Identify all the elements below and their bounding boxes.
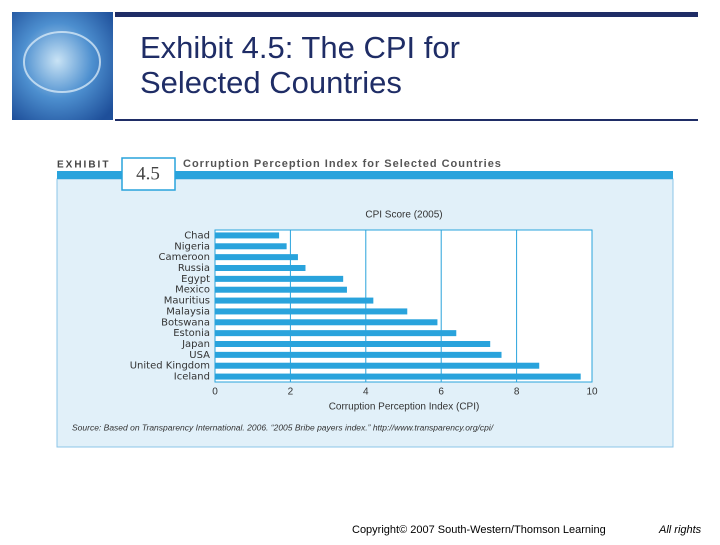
x-tick-label: 10 — [586, 387, 598, 398]
header-rule — [115, 119, 698, 121]
bar — [215, 373, 581, 380]
exhibit-number: 4.5 — [136, 163, 160, 184]
slide-title: Exhibit 4.5: The CPI for — [140, 30, 460, 65]
copyright: Copyright© 2007 South-Western/Thomson Le… — [352, 524, 606, 536]
bar — [215, 308, 408, 315]
bar — [215, 351, 502, 358]
y-tick-label: Nigeria — [174, 241, 210, 252]
y-tick-label: Botswana — [161, 317, 210, 328]
y-tick-label: Japan — [181, 339, 210, 350]
x-axis-label: Corruption Perception Index (CPI) — [329, 402, 480, 413]
bar — [215, 243, 287, 250]
chart-subtitle: CPI Score (2005) — [365, 210, 442, 221]
bar — [215, 297, 374, 304]
x-tick-label: 2 — [288, 387, 294, 398]
slide-title: Selected Countries — [140, 65, 402, 100]
bar — [215, 265, 306, 271]
bar — [215, 362, 540, 369]
exhibit-label: EXHIBIT — [57, 160, 110, 171]
x-tick-label: 0 — [212, 387, 218, 398]
chart-title: Corruption Perception Index for Selected… — [183, 158, 502, 170]
x-tick-label: 6 — [438, 387, 444, 398]
x-tick-label: 8 — [514, 387, 520, 398]
y-tick-label: Malaysia — [166, 306, 210, 317]
exhibit-number-box — [121, 157, 176, 191]
bar — [215, 275, 344, 282]
logo — [12, 12, 113, 120]
bar — [215, 341, 491, 347]
bar — [215, 254, 298, 261]
y-tick-label: Iceland — [174, 372, 210, 383]
rights: All rights — [658, 524, 702, 536]
y-tick-label: Mexico — [175, 285, 210, 296]
y-tick-label: United Kingdom — [130, 361, 210, 372]
bar — [215, 319, 438, 326]
bar — [215, 232, 280, 239]
plot-area — [214, 229, 593, 383]
y-tick-label: Cameroon — [159, 252, 210, 263]
y-tick-label: Egypt — [181, 274, 210, 285]
logo-swirl — [23, 31, 101, 93]
exhibit-band — [57, 171, 673, 179]
x-tick-label: 4 — [363, 387, 369, 398]
y-tick-label: Estonia — [173, 328, 210, 339]
bar — [215, 330, 457, 337]
source-note: Source: Based on Transparency Internatio… — [72, 422, 495, 432]
header-rule — [115, 12, 698, 17]
bar — [215, 286, 347, 293]
y-tick-label: Mauritius — [164, 296, 210, 307]
y-tick-label: USA — [189, 350, 210, 361]
y-tick-label: Russia — [178, 263, 210, 274]
y-tick-label: Chad — [184, 230, 210, 241]
